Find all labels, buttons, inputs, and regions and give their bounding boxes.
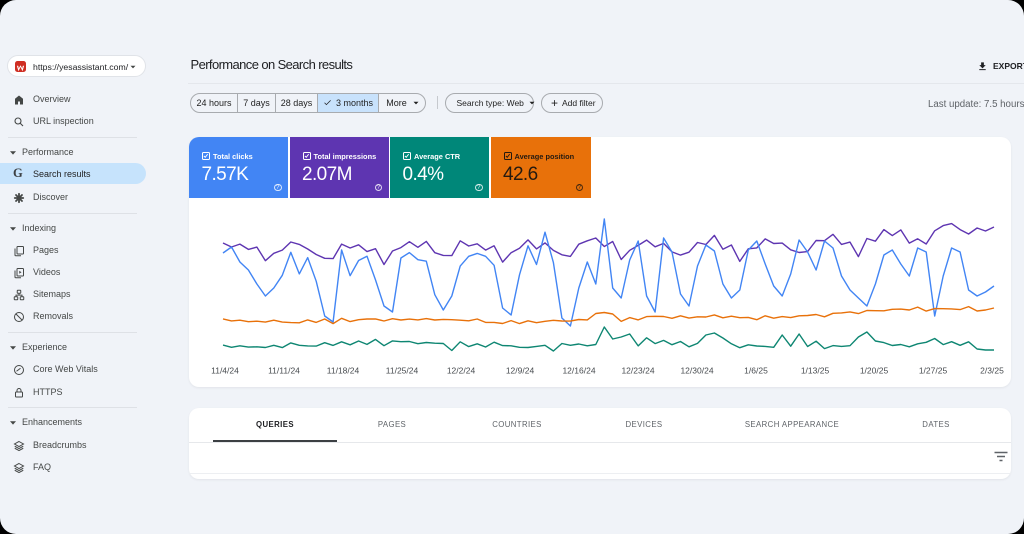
svg-text:12/16/24: 12/16/24: [562, 366, 595, 376]
svg-text:11/18/24: 11/18/24: [327, 366, 360, 376]
svg-text:11/4/24: 11/4/24: [211, 366, 239, 376]
svg-text:1/27/25: 1/27/25: [919, 366, 948, 376]
svg-text:1/13/25: 1/13/25: [801, 366, 830, 376]
svg-text:2/3/25: 2/3/25: [980, 366, 1004, 376]
svg-text:12/9/24: 12/9/24: [506, 366, 535, 376]
svg-text:12/2/24: 12/2/24: [447, 366, 476, 376]
svg-text:12/30/24: 12/30/24: [680, 366, 713, 376]
svg-text:11/25/24: 11/25/24: [386, 366, 419, 376]
svg-text:1/20/25: 1/20/25: [860, 366, 889, 376]
svg-text:11/11/24: 11/11/24: [268, 366, 300, 376]
svg-text:12/23/24: 12/23/24: [621, 366, 654, 376]
svg-text:1/6/25: 1/6/25: [744, 366, 768, 376]
